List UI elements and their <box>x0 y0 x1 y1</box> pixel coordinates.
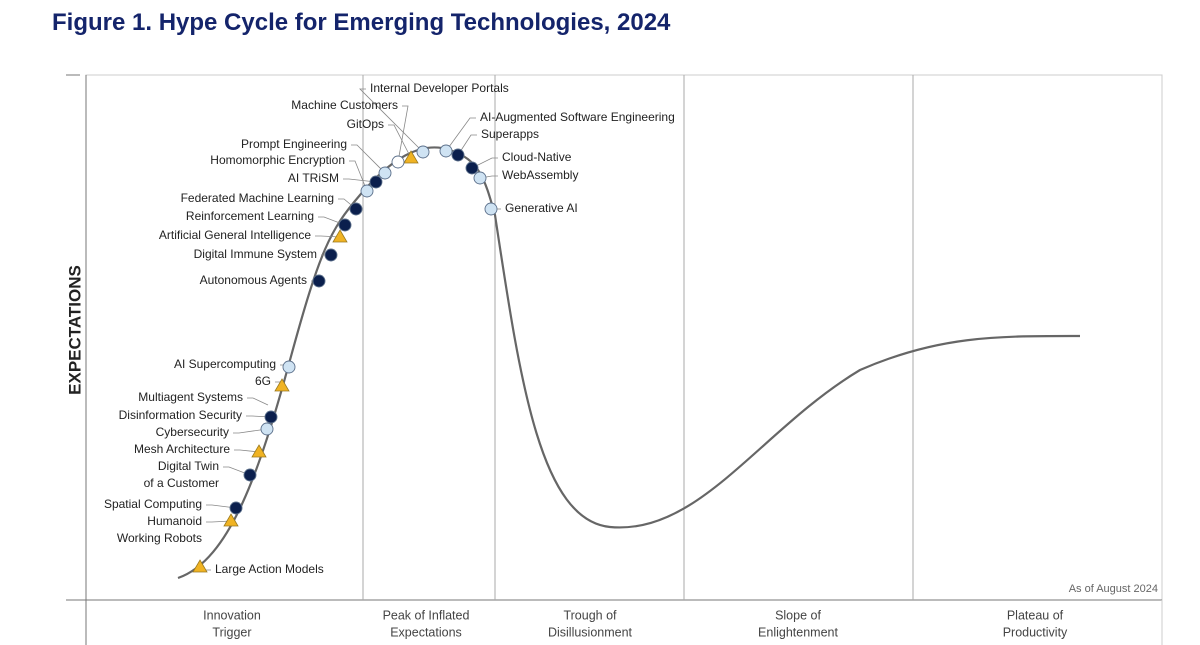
marker-circle <box>360 184 374 198</box>
leader-line <box>247 397 269 406</box>
phase-label: Trigger <box>212 625 251 639</box>
technology-label: Mesh Architecture <box>134 442 230 456</box>
labels: Large Action Models Humanoid Working Robot… <box>104 81 675 576</box>
technology-label: Federated Machine Learning <box>181 191 334 205</box>
marker-triangle <box>274 378 290 392</box>
marker-circle <box>260 422 274 436</box>
phase-label: Trough of <box>563 608 617 622</box>
marker-circle <box>484 202 498 216</box>
leader-line <box>234 449 260 453</box>
phase-label: Expectations <box>390 625 462 639</box>
technology-label: of a Customer <box>144 476 219 490</box>
title: Figure 1. Hype Cycle for Emerging Techno… <box>52 9 671 36</box>
marker-triangle <box>332 229 348 243</box>
technology-label: Generative AI <box>505 201 578 215</box>
marker-circle <box>465 161 479 175</box>
leader-line <box>206 504 237 509</box>
marker-circle <box>369 175 383 189</box>
technology-label: Artificial General Intelligence <box>159 228 311 242</box>
technology-label: Humanoid <box>147 514 202 528</box>
marker-circle <box>451 148 465 162</box>
marker-circle <box>416 145 430 159</box>
technology-label: Cybersecurity <box>156 425 229 439</box>
marker-circle <box>229 501 243 515</box>
phase-label: Peak of Inflated <box>383 608 470 622</box>
technology-label: Large Action Models <box>215 562 324 576</box>
hype-curve <box>177 146 1081 580</box>
marker-circle <box>324 248 338 262</box>
phase-label: Slope of <box>775 608 821 622</box>
technology-label: Digital Immune System <box>194 247 317 261</box>
marker-triangle <box>403 150 419 164</box>
technology-label: Multiagent Systems <box>138 390 243 404</box>
leader-line <box>445 117 476 152</box>
leader-line <box>397 105 409 163</box>
technology-label: Digital Twin <box>158 459 219 473</box>
leader-line <box>359 88 424 153</box>
technology-label: WebAssembly <box>502 168 578 182</box>
marker-triangle <box>223 513 239 527</box>
leader-line <box>223 466 251 476</box>
marker-circle <box>439 144 453 158</box>
marker-circle <box>312 274 326 288</box>
technology-label: Spatial Computing <box>104 497 202 511</box>
marker-circle <box>338 218 352 232</box>
marker-circle <box>264 410 278 424</box>
technology-label: Prompt Engineering <box>241 137 347 151</box>
phase-label: Productivity <box>1003 625 1068 639</box>
marker-circle <box>378 166 392 180</box>
marker-circle <box>243 468 257 482</box>
note: As of August 2024 <box>1069 583 1158 595</box>
leader-line <box>343 178 377 183</box>
technology-label: Internal Developer Portals <box>370 81 509 95</box>
technology-label: Cloud-Native <box>502 150 572 164</box>
technology-label: Superapps <box>481 127 539 141</box>
technology-label: Homomorphic Encryption <box>210 153 345 167</box>
marker-circle <box>391 155 405 169</box>
marker-triangle <box>192 559 208 573</box>
technology-label: Working Robots <box>117 531 202 545</box>
leader-line <box>388 124 412 159</box>
leader-line <box>315 235 341 238</box>
leader-line <box>206 520 232 523</box>
technology-label: Autonomous Agents <box>200 273 307 287</box>
technology-label: Reinforcement Learning <box>186 209 314 223</box>
markers <box>192 144 498 573</box>
marker-triangle <box>251 444 267 458</box>
leader-line <box>351 144 386 174</box>
leader-line <box>457 134 477 156</box>
technology-label: Machine Customers <box>291 98 398 112</box>
technology-label: GitOps <box>347 117 384 131</box>
technology-label: AI Supercomputing <box>174 357 276 371</box>
phase-label: Enlightenment <box>758 625 838 639</box>
marker-circle <box>473 171 487 185</box>
phase-label: Plateau of <box>1007 608 1064 622</box>
phase-label: Innovation <box>203 608 261 622</box>
marker-circle <box>349 202 363 216</box>
technology-label: AI-Augmented Software Engineering <box>480 110 675 124</box>
y-axis-label: EXPECTATIONS <box>65 265 84 395</box>
phase-label: Disillusionment <box>548 625 633 639</box>
technology-label: 6G <box>255 374 271 388</box>
leader-line <box>233 428 268 434</box>
leader-line <box>318 216 346 226</box>
phase-dividers <box>362 75 914 600</box>
marker-circle <box>282 360 296 374</box>
leader-line <box>349 160 368 192</box>
technology-label: Disinformation Security <box>119 408 242 422</box>
technology-label: AI TRiSM <box>288 171 339 185</box>
leader-line <box>471 157 498 169</box>
